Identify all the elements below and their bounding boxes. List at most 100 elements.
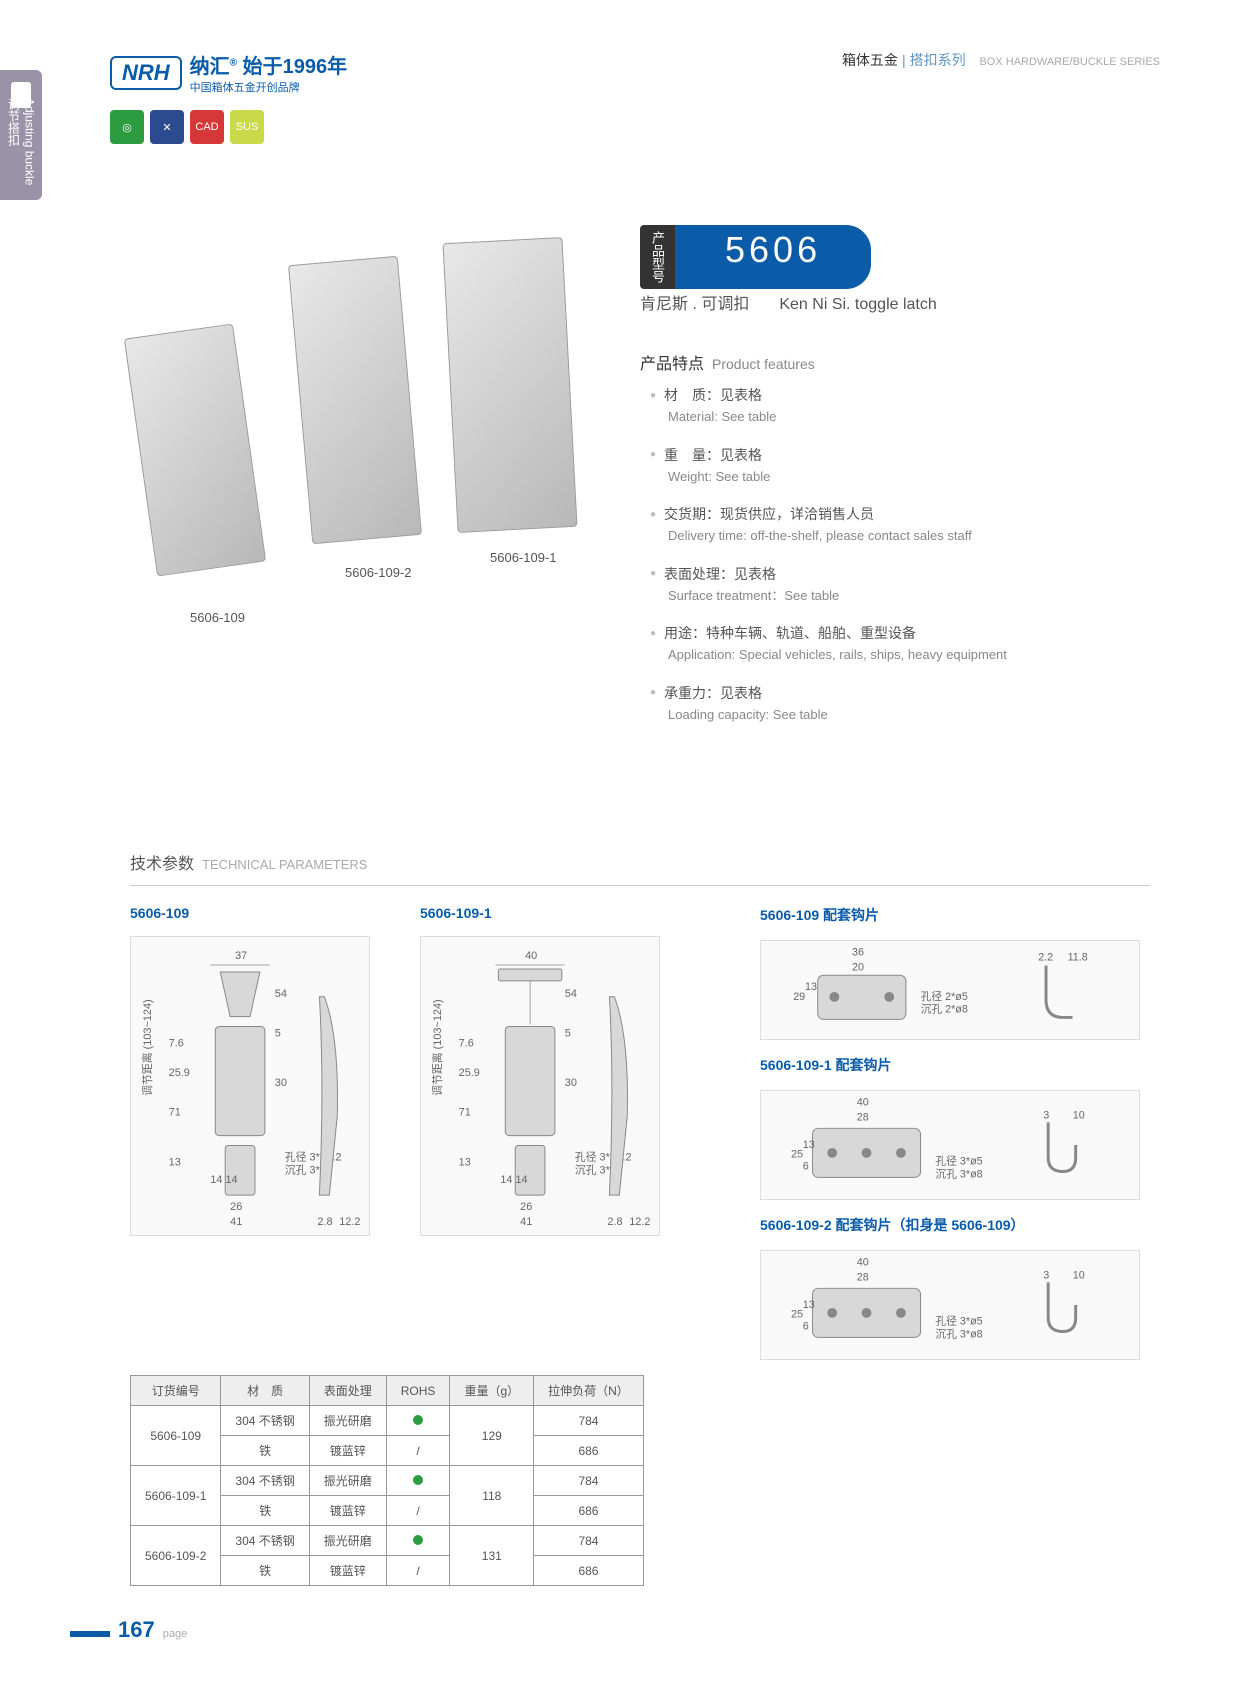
product-image-1 [124, 324, 266, 577]
table-header: 材 质 [221, 1376, 309, 1406]
svg-text:30: 30 [565, 1077, 577, 1089]
features-title: 产品特点Product features [640, 350, 815, 374]
svg-text:28: 28 [857, 1271, 869, 1283]
svg-text:调节距离 (103~124): 调节距离 (103~124) [430, 999, 444, 1096]
svg-text:37: 37 [235, 950, 247, 962]
icon-sus: SUS [230, 110, 264, 144]
logo-text: 纳汇® 始于1996年 中国箱体五金开创品牌 [190, 50, 347, 95]
svg-text:7.6: 7.6 [459, 1037, 474, 1049]
logo-block: NRH 纳汇® 始于1996年 中国箱体五金开创品牌 [110, 50, 347, 95]
page-header: NRH 纳汇® 始于1996年 中国箱体五金开创品牌 箱体五金|搭扣系列 BOX… [110, 50, 1160, 95]
svg-text:12.2: 12.2 [339, 1216, 360, 1228]
drawing-3: 5606-109 配套钩片 36 20 29 13 孔径 2*ø5 沉孔 2*ø… [760, 905, 1140, 1040]
svg-text:71: 71 [459, 1107, 471, 1119]
tech-params-title: 技术参数TECHNICAL PARAMETERS [130, 850, 367, 874]
svg-text:54: 54 [565, 988, 577, 1000]
product-images: 5606-109 5606-109-2 5606-109-1 [120, 230, 600, 610]
product-number: 5606 [675, 225, 871, 289]
product-tag: 产品型号 [640, 225, 675, 289]
drawing-2: 5606-109-1 40 调节距离 (103~124) 54 7.6 5 25… [420, 905, 660, 1236]
icon-env: ◎ [110, 110, 144, 144]
sidebar-tab: Adjusting buckle 调节搭扣 [0, 70, 42, 200]
feature-item: 表面处理：见表格Surface treatment：See table [650, 564, 1130, 606]
icon-tool: ✕ [150, 110, 184, 144]
svg-text:26: 26 [230, 1201, 242, 1213]
svg-text:20: 20 [852, 961, 864, 973]
svg-text:10: 10 [1073, 1109, 1085, 1121]
svg-text:10: 10 [1073, 1269, 1085, 1281]
feature-item: 交货期：现货供应，详洽销售人员Delivery time: off-the-sh… [650, 504, 1130, 546]
header-category: 箱体五金|搭扣系列 BOX HARDWARE/BUCKLE SERIES [842, 50, 1160, 70]
feature-item: 用途：特种车辆、轨道、船舶、重型设备Application: Special v… [650, 623, 1130, 665]
table-row: 5606-109304 不锈钢振光研磨129784 [131, 1406, 644, 1436]
svg-text:孔径 3*ø5: 孔径 3*ø5 [935, 1155, 982, 1168]
svg-text:5: 5 [565, 1027, 571, 1039]
table-header: 拉伸负荷（N） [534, 1376, 644, 1406]
svg-text:6: 6 [803, 1161, 809, 1173]
feature-item: 材 质：见表格Material: See table [650, 385, 1130, 427]
feature-item: 重 量：见表格Weight: See table [650, 445, 1130, 487]
svg-text:沉孔 3*ø8: 沉孔 3*ø8 [935, 1327, 982, 1340]
svg-text:5: 5 [275, 1027, 281, 1039]
svg-text:28: 28 [857, 1111, 869, 1123]
svg-text:沉孔 2*ø8: 沉孔 2*ø8 [921, 1003, 968, 1016]
svg-text:40: 40 [857, 1257, 869, 1269]
svg-text:2.8: 2.8 [317, 1216, 332, 1228]
svg-text:13: 13 [803, 1299, 815, 1311]
table-header: ROHS [386, 1376, 450, 1406]
image-label-3: 5606-109-1 [490, 550, 557, 565]
svg-text:25: 25 [791, 1309, 803, 1321]
svg-text:36: 36 [852, 947, 864, 959]
table-header: 订货编号 [131, 1376, 221, 1406]
svg-text:13: 13 [169, 1156, 181, 1168]
drawing-5: 5606-109-2 配套钩片（扣身是 5606-109） 40 28 25 1… [760, 1215, 1140, 1360]
image-label-1: 5606-109 [190, 610, 245, 625]
product-name: 肯尼斯 . 可调扣Ken Ni Si. toggle latch [640, 290, 937, 314]
table-row: 5606-109-2304 不锈钢振光研磨131784 [131, 1526, 644, 1556]
sidebar-label: Adjusting buckle 调节搭扣 [6, 98, 37, 200]
features-list: 材 质：见表格Material: See table 重 量：见表格Weight:… [650, 385, 1130, 742]
svg-text:调节距离 (103~124): 调节距离 (103~124) [140, 999, 154, 1096]
svg-text:7.6: 7.6 [169, 1037, 184, 1049]
spec-table: 订货编号材 质表面处理ROHS重量（g）拉伸负荷（N）5606-109304 不… [130, 1375, 644, 1586]
svg-text:26: 26 [520, 1201, 532, 1213]
svg-text:40: 40 [525, 950, 537, 962]
svg-text:25.9: 25.9 [169, 1067, 190, 1079]
drawing-1: 5606-109 37 调节距离 (103~124) 54 7.6 5 25.9… [130, 905, 370, 1236]
table-header: 重量（g） [450, 1376, 534, 1406]
svg-text:13: 13 [459, 1156, 471, 1168]
product-image-3 [442, 237, 577, 533]
svg-text:29: 29 [793, 991, 805, 1003]
svg-text:2.2: 2.2 [1038, 952, 1053, 964]
svg-text:沉孔 3*ø8: 沉孔 3*ø8 [935, 1167, 982, 1180]
svg-text:71: 71 [169, 1107, 181, 1119]
svg-text:30: 30 [275, 1077, 287, 1089]
svg-text:6: 6 [803, 1321, 809, 1333]
svg-text:14 14: 14 14 [210, 1174, 237, 1186]
svg-text:25: 25 [791, 1149, 803, 1161]
svg-text:孔径 2*ø5: 孔径 2*ø5 [921, 990, 968, 1003]
icon-cad: CAD [190, 110, 224, 144]
svg-text:3: 3 [1043, 1109, 1049, 1121]
feature-item: 承重力：见表格Loading capacity: See table [650, 683, 1130, 725]
svg-text:13: 13 [803, 1139, 815, 1151]
divider [130, 885, 1150, 886]
product-image-2 [288, 256, 422, 545]
svg-text:2.8: 2.8 [607, 1216, 622, 1228]
svg-text:孔径 3*ø5: 孔径 3*ø5 [935, 1315, 982, 1328]
table-row: 5606-109-1304 不锈钢振光研磨118784 [131, 1466, 644, 1496]
svg-text:12.2: 12.2 [629, 1216, 650, 1228]
logo: NRH [110, 56, 182, 90]
svg-text:41: 41 [520, 1216, 532, 1228]
svg-text:25.9: 25.9 [459, 1067, 480, 1079]
svg-text:3: 3 [1043, 1269, 1049, 1281]
product-number-box: 产品型号 5606 [640, 225, 871, 289]
table-header: 表面处理 [309, 1376, 386, 1406]
page-footer: 167 page [70, 1617, 187, 1643]
svg-text:13: 13 [805, 981, 817, 993]
svg-text:40: 40 [857, 1097, 869, 1109]
feature-icons: ◎ ✕ CAD SUS [110, 110, 264, 144]
image-label-2: 5606-109-2 [345, 565, 412, 580]
svg-text:11.8: 11.8 [1068, 952, 1088, 964]
latch-icon [11, 82, 31, 108]
